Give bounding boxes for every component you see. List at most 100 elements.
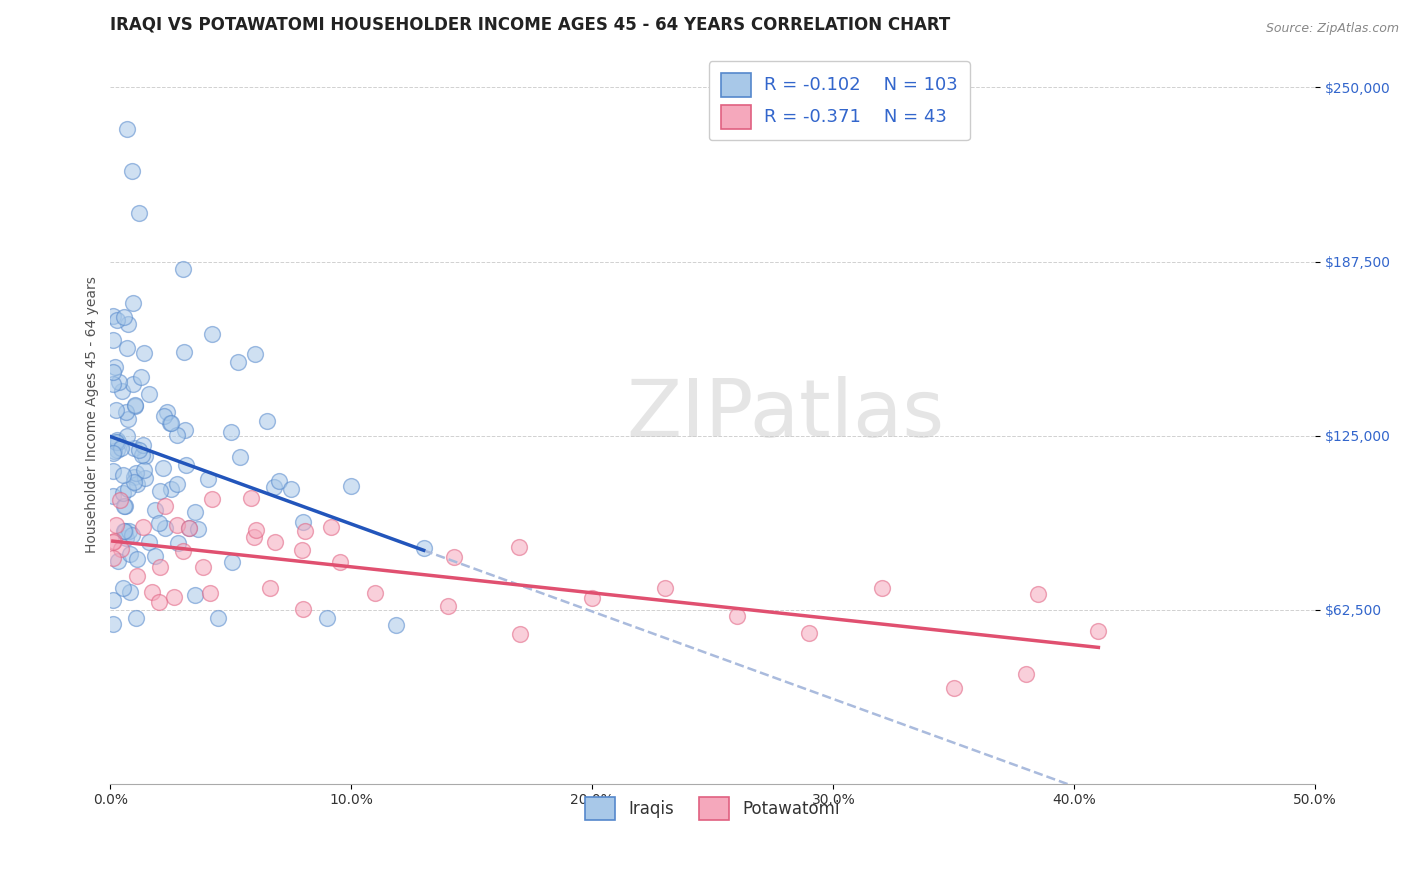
Point	[263, 480, 285, 494]
Point	[112, 485, 135, 500]
Point	[269, 474, 291, 488]
Point	[107, 435, 129, 450]
Point	[117, 411, 139, 425]
Point	[112, 500, 135, 514]
Point	[101, 489, 124, 503]
Point	[221, 555, 243, 569]
Point	[141, 585, 163, 599]
Point	[316, 611, 339, 625]
Point	[436, 599, 458, 613]
Point	[187, 522, 209, 536]
Point	[201, 327, 224, 342]
Point	[581, 591, 603, 605]
Point	[131, 448, 153, 462]
Point	[508, 541, 530, 555]
Point	[200, 491, 222, 506]
Point	[172, 543, 194, 558]
Point	[259, 582, 281, 596]
Point	[138, 387, 160, 401]
Point	[118, 585, 141, 599]
Point	[114, 524, 136, 538]
Point	[198, 586, 221, 600]
Point	[121, 528, 143, 542]
Point	[239, 491, 262, 505]
Point	[174, 458, 197, 472]
Point	[115, 429, 138, 443]
Point	[207, 611, 229, 625]
Point	[292, 602, 315, 616]
Point	[128, 442, 150, 457]
Point	[122, 475, 145, 489]
Point	[159, 416, 181, 430]
Point	[125, 552, 148, 566]
Point	[122, 470, 145, 484]
Point	[172, 262, 194, 277]
Point	[111, 384, 134, 398]
Point	[101, 376, 124, 391]
Point	[256, 414, 278, 428]
Point	[364, 586, 387, 600]
Point	[143, 503, 166, 517]
Legend: Iraqis, Potawatomi: Iraqis, Potawatomi	[579, 790, 846, 827]
Point	[117, 122, 139, 136]
Point	[105, 313, 128, 327]
Point	[264, 535, 287, 549]
Point	[163, 590, 186, 604]
Point	[294, 524, 316, 539]
Point	[443, 549, 465, 564]
Point	[159, 482, 181, 496]
Point	[104, 435, 127, 450]
Point	[118, 524, 141, 538]
Point	[101, 534, 124, 549]
Point	[193, 559, 215, 574]
Point	[149, 560, 172, 574]
Point	[219, 425, 242, 440]
Point	[942, 681, 965, 696]
Point	[103, 444, 125, 458]
Point	[134, 471, 156, 485]
Point	[124, 398, 146, 412]
Point	[153, 521, 176, 535]
Point	[125, 467, 148, 481]
Point	[152, 461, 174, 475]
Point	[101, 551, 124, 566]
Point	[134, 463, 156, 477]
Point	[173, 345, 195, 359]
Point	[129, 370, 152, 384]
Point	[101, 333, 124, 347]
Point	[166, 535, 188, 549]
Point	[124, 399, 146, 413]
Point	[226, 355, 249, 369]
Point	[329, 555, 352, 569]
Point	[166, 518, 188, 533]
Point	[121, 164, 143, 178]
Point	[179, 520, 201, 534]
Point	[132, 438, 155, 452]
Point	[138, 534, 160, 549]
Point	[107, 554, 129, 568]
Point	[148, 595, 170, 609]
Point	[101, 593, 124, 607]
Point	[385, 618, 408, 632]
Point	[105, 434, 128, 448]
Point	[121, 376, 143, 391]
Point	[148, 516, 170, 530]
Point	[134, 450, 156, 464]
Point	[184, 505, 207, 519]
Point	[340, 479, 363, 493]
Y-axis label: Householder Income Ages 45 - 64 years: Householder Income Ages 45 - 64 years	[86, 277, 100, 553]
Point	[112, 581, 135, 595]
Point	[654, 581, 676, 595]
Point	[1087, 624, 1109, 638]
Point	[153, 409, 176, 423]
Point	[177, 521, 200, 535]
Point	[243, 530, 266, 544]
Point	[128, 206, 150, 220]
Point	[115, 341, 138, 355]
Point	[101, 616, 124, 631]
Point	[114, 310, 136, 324]
Point	[125, 611, 148, 625]
Point	[127, 569, 149, 583]
Point	[114, 499, 136, 513]
Point	[125, 476, 148, 491]
